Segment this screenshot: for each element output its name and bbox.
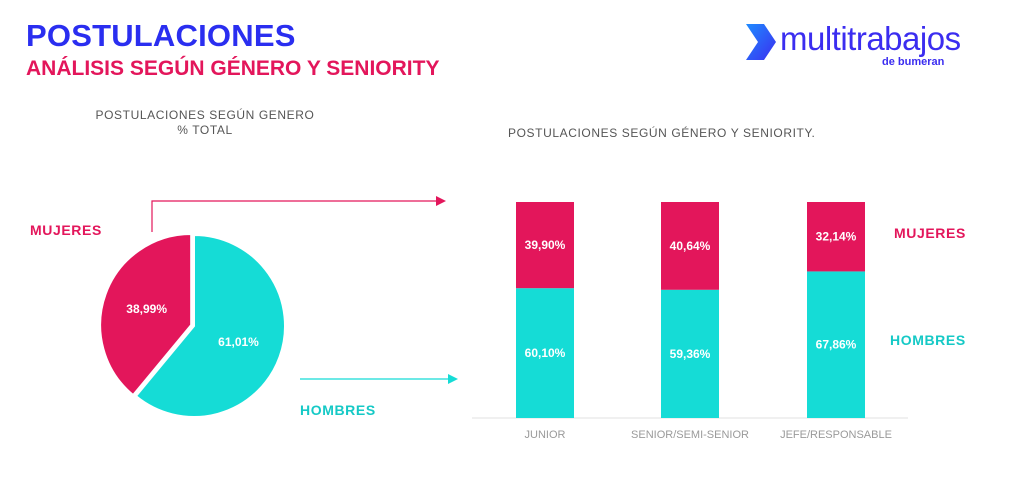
bar-men-0 [516,288,574,418]
logo-wordmark: multitrabajos [780,20,961,57]
pie-subtitle-line: % TOTAL [177,123,233,137]
bar-men-2 [807,271,865,418]
bar-men-1 [661,289,719,418]
page-title: POSTULACIONES [26,18,296,53]
x-tick-label-2: JEFE/RESPONSABLE [780,429,892,441]
bar-men-label-0: 60,10% [525,346,566,360]
pie-title-line: POSTULACIONES SEGÚN GENERO [95,108,315,122]
pie-legend-men: HOMBRES [300,402,376,418]
pie-slice-women [99,232,193,397]
logo-tagline: de bumeran [882,56,945,68]
pie-slice-men [134,233,286,418]
bar-legend-women: MUJERES [894,225,966,241]
x-tick-label-1: SENIOR/SEMI-SENIOR [631,429,749,441]
bar-women-label-2: 32,14% [816,230,857,244]
women-connector-line [151,200,436,232]
page-subtitle: ANÁLISIS SEGÚN GÉNERO Y SENIORITY [26,57,440,80]
men-connector-arrowhead [448,374,458,384]
bar-legend-men: HOMBRES [890,332,966,348]
bar-women-label-0: 39,90% [525,238,566,252]
bar-women-label-1: 40,64% [670,239,711,253]
bar-women-2 [807,202,865,272]
brand-logo: multitrabajos de bumeran [744,16,1014,76]
women-connector-arrowhead [436,196,446,206]
chevron-arrow-icon [746,24,776,60]
bar-men-label-1: 59,36% [670,347,711,361]
bar-women-1 [661,202,719,290]
bar-chart-title: POSTULACIONES SEGÚN GÉNERO Y SENIORITY. [508,126,816,140]
pie-chart-title: POSTULACIONES SEGÚN GENERO % TOTAL [60,108,350,138]
pie-legend-women: MUJERES [30,222,102,238]
bar-women-0 [516,202,574,289]
bar-men-label-2: 67,86% [816,338,857,352]
pie-slice-women-label: 38,99% [126,302,167,316]
pie-slice-men-label: 61,01% [218,335,259,349]
x-tick-label-0: JUNIOR [525,429,566,441]
